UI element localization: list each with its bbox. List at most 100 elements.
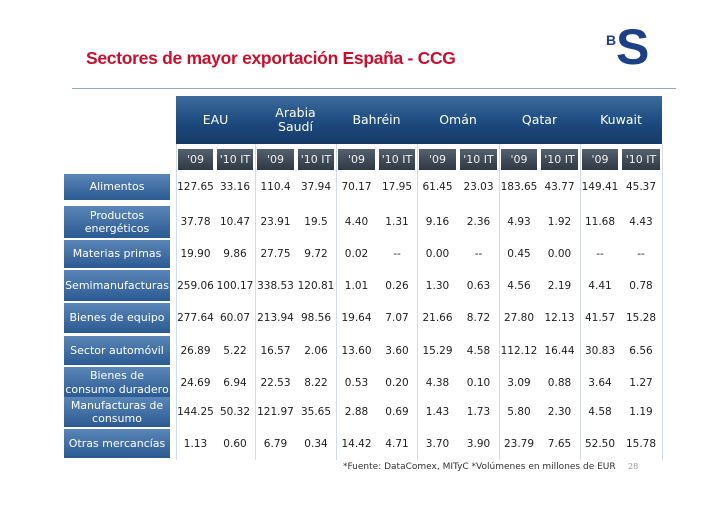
country-header: Arabia Saudí [275,104,316,134]
table-cell: 8.22 [304,376,328,389]
table-cell: 1.92 [547,216,572,228]
row-label: Otras mercancías [64,429,170,458]
table-cell: 0.78 [629,279,653,292]
table-cell: 23.91 [260,216,291,228]
table-cell: 2.19 [547,279,572,292]
column-divider [580,144,581,460]
table-cell: 1.43 [425,406,450,418]
row-label: Bienes de consumo duradero [64,367,170,398]
table-cell: 16.57 [260,344,291,357]
table-cell: 4.41 [588,279,612,292]
period-header: '10 IT [541,149,578,170]
country-header: Omán [439,111,477,127]
table-cell: 0.00 [547,248,572,260]
period-header: '09 [501,149,537,170]
table-cell: 2.30 [547,406,572,418]
table-cell: 112.12 [500,344,538,357]
table-cell: 4.40 [344,216,369,228]
column-divider [255,144,256,460]
table-cell: 110.4 [260,181,291,193]
table-cell: 23.79 [503,437,535,450]
table-cell: 50.32 [219,406,251,418]
table-cell: 9.72 [304,248,328,260]
table-cell: 1.01 [344,279,369,292]
table-cell: 24.69 [180,376,211,389]
table-cell: 338.53 [257,279,294,292]
column-divider [499,144,500,460]
table-cell: 0.60 [223,437,247,450]
row-label: Sector automóvil [64,336,170,365]
table-cell: 0.20 [385,376,409,389]
table-cell: 7.65 [547,437,572,450]
period-header: '09 [257,149,294,170]
table-cell: 6.56 [629,344,653,357]
table-cell: 3.60 [385,344,409,357]
table-cell: 6.94 [223,376,247,389]
table-cell: 98.56 [300,312,332,324]
row-label: Bienes de equipo [64,303,170,333]
table-cell: 10.47 [219,216,251,228]
table-cell: 4.56 [507,279,531,292]
table-cell: 33.16 [219,181,251,193]
column-divider [662,144,663,460]
table-cell: 0.34 [304,437,328,450]
table-cell: 120.81 [297,279,335,292]
table-cell: 45.37 [625,181,657,193]
table-cell: 11.68 [584,216,616,228]
table-cell: 37.94 [300,181,332,193]
row-label: Alimentos [64,174,170,200]
period-header: '10 IT [622,149,660,170]
table-cell: 1.19 [629,406,653,418]
table-cell: 60.07 [219,312,251,324]
row-label: Semimanufacturas [64,270,170,301]
table-cell: 30.83 [584,344,616,357]
page-number: 28 [628,462,639,471]
table-cell: 4.38 [425,376,450,389]
period-header: '09 [419,149,456,170]
table-cell: 4.58 [466,344,491,357]
table-cell: -- [637,248,645,260]
table-cell: 0.53 [344,376,369,389]
table-cell: 149.41 [581,181,619,193]
table-cell: 3.64 [588,376,612,389]
table-cell: 15.78 [625,437,657,450]
period-header: '10 IT [379,149,415,170]
table-cell: 9.86 [223,248,247,260]
table-cell: 35.65 [300,406,332,418]
table-cell: 0.26 [385,279,409,292]
table-cell: 277.64 [177,312,214,324]
table-cell: 17.95 [381,181,413,193]
table-cell: 4.71 [385,437,409,450]
period-header: '10 IT [298,149,334,170]
table-cell: 1.31 [385,216,409,228]
table-cell: -- [474,248,483,260]
table-cell: -- [596,248,604,260]
table-cell: 16.44 [544,344,575,357]
table-cell: 0.69 [385,406,409,418]
table-cell: 14.42 [341,437,372,450]
table-cell: 4.43 [629,216,653,228]
table-cell: 121.97 [257,406,294,418]
row-label: Productos energéticos [64,206,170,238]
bank-logo: B S [600,22,658,78]
column-divider [176,144,177,460]
table-cell: 21.66 [422,312,453,324]
table-cell: -- [393,248,401,260]
table-cell: 0.45 [507,248,531,260]
table-cell: 3.09 [507,376,531,389]
table-cell: 144.25 [177,406,214,418]
period-header: '10 IT [460,149,497,170]
table-cell: 6.79 [263,437,288,450]
table-cell: 27.80 [503,312,535,324]
table-cell: 41.57 [584,312,616,324]
table-cell: 4.58 [588,406,612,418]
table-cell: 22.53 [260,376,291,389]
table-cell: 100.17 [216,279,254,292]
period-header: '10 IT [217,149,253,170]
table-cell: 43.77 [544,181,575,193]
column-divider [336,144,337,460]
table-cell: 183.65 [500,181,538,193]
table-cell: 1.30 [425,279,450,292]
table-cell: 8.72 [466,312,491,324]
table-cell: 19.5 [304,216,328,228]
